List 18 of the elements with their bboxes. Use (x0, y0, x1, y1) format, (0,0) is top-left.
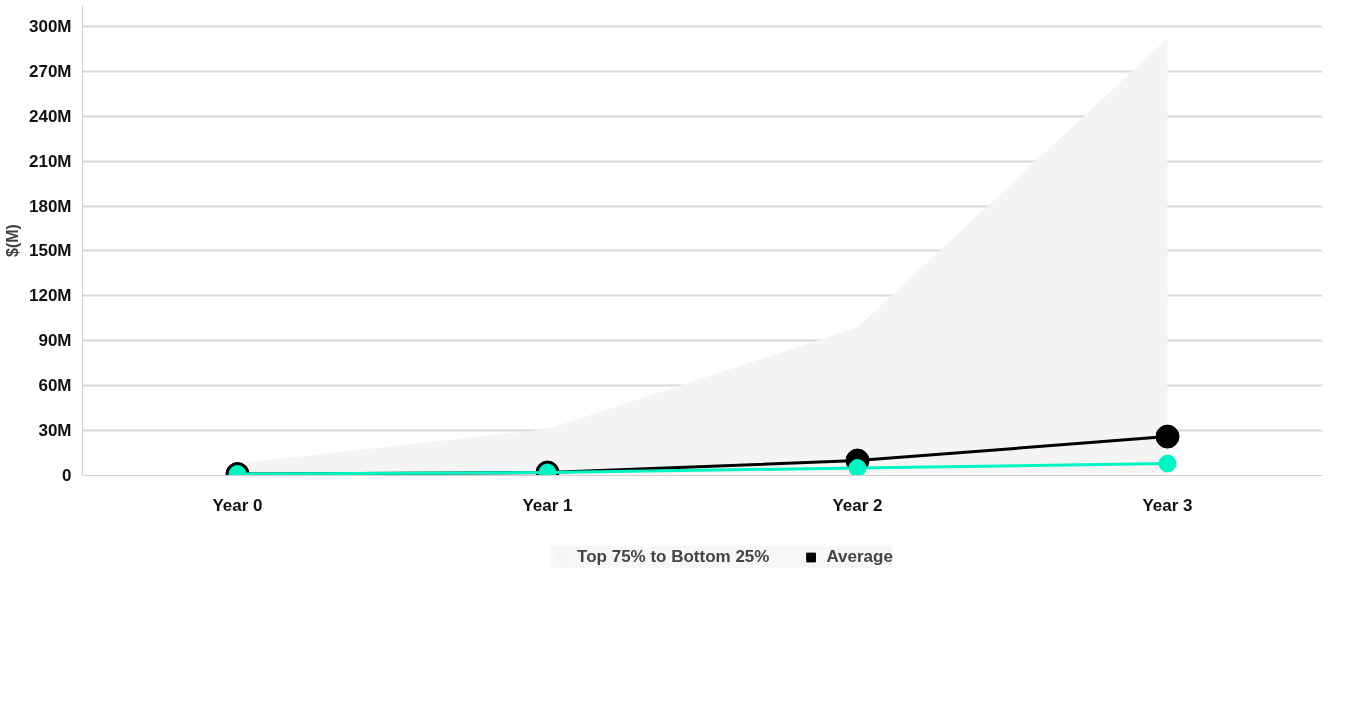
y-tick-label: 60M (38, 376, 72, 396)
y-tick-label: 0 (62, 466, 72, 485)
x-tick-label: Year 2 (832, 495, 883, 515)
legend-label: Average (826, 547, 893, 567)
y-tick-label: 180M (28, 196, 72, 216)
x-tick-label: Year 3 (1142, 495, 1193, 515)
y-tick-label: 270M (28, 61, 72, 81)
y-tick-label: 210M (28, 151, 72, 171)
y-tick-label: 90M (38, 331, 72, 351)
text: Top 75% to Bottom 25% (577, 547, 770, 567)
y-tick-label: 30M (38, 421, 72, 441)
y-tick-label: 150M (28, 241, 72, 261)
x-tick-label: Year 0 (212, 495, 263, 515)
y-axis-title: $(M) (3, 224, 21, 257)
x-tick-label: Year 1 (522, 495, 573, 515)
y-tick-label: 120M (28, 286, 72, 306)
y-tick-label: 240M (28, 106, 72, 126)
y-tick-label: 300M (28, 16, 72, 36)
